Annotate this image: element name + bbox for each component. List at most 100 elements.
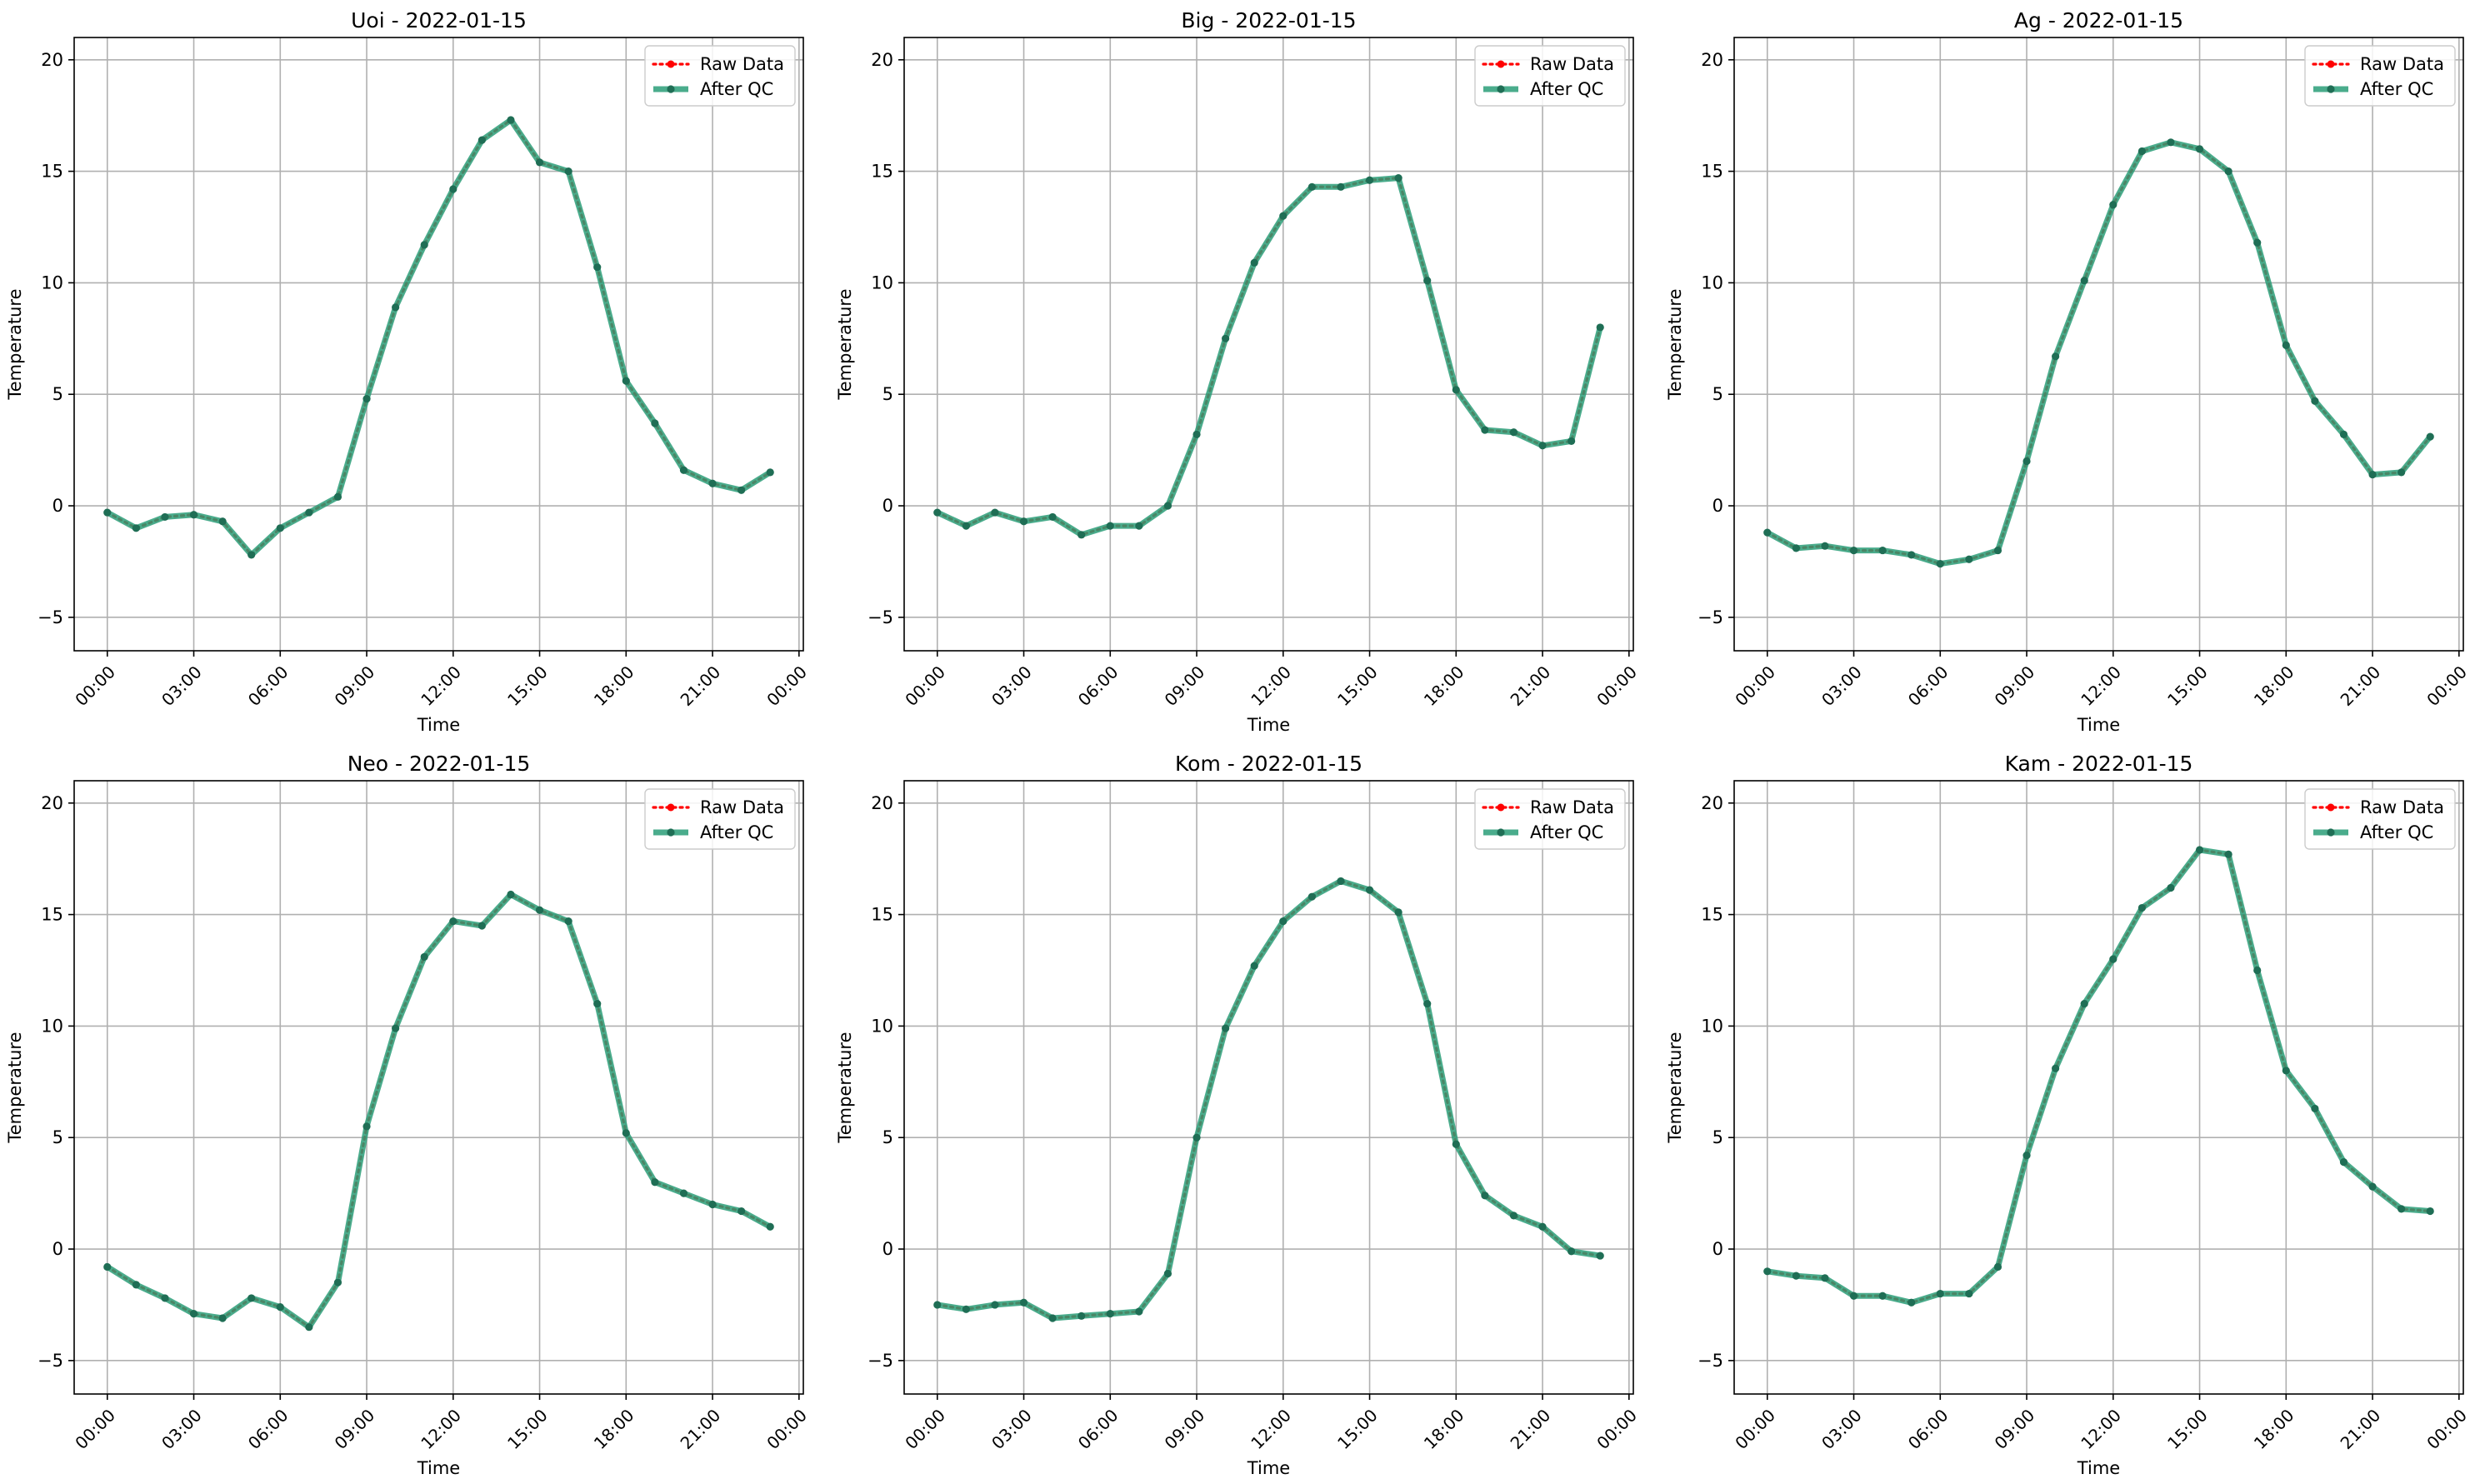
after-qc-point [1993, 1262, 2002, 1272]
y-tick-label: 5 [52, 384, 63, 404]
after-qc-point [766, 1222, 774, 1231]
x-tick-label: 06:00 [1904, 1405, 1952, 1453]
legend-qc-label: After QC [1530, 79, 1603, 99]
after-qc-point [1965, 555, 1973, 563]
after-qc-point [593, 263, 602, 272]
after-qc-point [2022, 457, 2031, 466]
y-axis-label: Temperature [5, 1032, 25, 1143]
after-qc-point [507, 116, 515, 124]
after-qc-point [1452, 1140, 1460, 1148]
x-tick-label: 03:00 [988, 662, 1036, 710]
panel-4: 00:00 03:00 06:00 09:00 12:00 15:00 18:00 21:00… [5, 752, 811, 1478]
after-qc-point [991, 1301, 999, 1309]
x-tick-label: 03:00 [158, 662, 206, 710]
after-qc-line [1764, 847, 2433, 1306]
axes-frame [903, 780, 1634, 1395]
after-qc-point [991, 508, 999, 517]
after-qc-point [1250, 962, 1258, 970]
x-tick-label: 00:00 [71, 662, 119, 710]
y-tick-label: 0 [1712, 496, 1723, 516]
after-qc-point [1135, 1307, 1143, 1316]
after-qc-line [934, 175, 1603, 538]
after-qc-point [1452, 386, 1460, 394]
x-axis-label: Time [2077, 715, 2120, 735]
y-tick-label: −5 [38, 1351, 63, 1371]
after-qc-point [2282, 341, 2290, 349]
x-tick-label: 00:00 [901, 1405, 949, 1453]
after-qc-point [362, 394, 371, 403]
after-qc-point [392, 1024, 400, 1032]
after-qc-point [1048, 512, 1057, 522]
y-axis-label: Temperature [5, 288, 25, 400]
legend-qc-label: After QC [2360, 79, 2433, 99]
after-qc-point [766, 468, 774, 477]
legend-qc-label: After QC [2360, 822, 2433, 842]
after-qc-point [1394, 174, 1402, 182]
y-tick-label: −5 [1698, 1351, 1723, 1371]
after-qc-point [2080, 1000, 2088, 1008]
x-axis-label: Time [417, 715, 460, 735]
after-qc-line [104, 892, 773, 1331]
legend-qc-marker [2327, 828, 2335, 837]
after-qc-point [1568, 437, 1576, 446]
x-tick-label: 00:00 [1731, 662, 1779, 710]
after-qc-point [593, 1000, 602, 1008]
after-qc-point [2080, 277, 2088, 285]
x-tick-label: 00:00 [2422, 1405, 2471, 1453]
x-tick-label: 21:00 [1507, 662, 1555, 710]
legend-raw-label: Raw Data [700, 54, 784, 74]
after-qc-point [2311, 1104, 2319, 1113]
x-tick-label: 03:00 [988, 1405, 1036, 1453]
after-qc-point [1423, 1000, 1432, 1008]
after-qc-point [1596, 323, 1604, 332]
after-qc-point [1135, 522, 1143, 530]
raw-data-line [106, 117, 772, 557]
after-qc-point [478, 922, 486, 930]
after-qc-point [1763, 528, 1772, 537]
after-qc-point [1849, 546, 1858, 555]
legend: Raw Data After QC [644, 788, 796, 850]
y-tick-label: 20 [1701, 793, 1723, 813]
after-qc-point [2282, 1067, 2290, 1075]
after-qc-point [962, 1305, 970, 1313]
y-tick-label: 15 [1701, 162, 1723, 182]
after-qc-point [132, 524, 140, 532]
after-qc-point [2138, 147, 2146, 156]
chart-title: Kom - 2022-01-15 [1175, 752, 1362, 776]
after-qc-point [2398, 468, 2406, 477]
x-tick-label: 15:00 [2163, 1405, 2212, 1453]
y-tick-label: 5 [52, 1127, 63, 1147]
y-tick-label: 5 [1712, 1127, 1723, 1147]
after-qc-point [2167, 883, 2175, 892]
y-tick-label: 10 [41, 272, 63, 292]
after-qc-point [564, 167, 572, 176]
axes-frame [73, 780, 804, 1395]
y-tick-label: 0 [52, 496, 63, 516]
after-qc-point [1423, 277, 1432, 285]
after-qc-point [2195, 145, 2204, 153]
panel-5: 00:00 03:00 06:00 09:00 12:00 15:00 18:00 21:00… [835, 752, 1641, 1478]
y-tick-label: 20 [871, 50, 893, 70]
legend-raw-label: Raw Data [2360, 54, 2444, 74]
y-tick-label: 15 [871, 905, 893, 925]
y-tick-label: −5 [1698, 607, 1723, 627]
after-qc-point [1849, 1292, 1858, 1300]
after-qc-point [1192, 1133, 1201, 1142]
after-qc-point [738, 486, 746, 494]
after-qc-point [708, 479, 717, 487]
after-qc-point [1965, 1289, 1973, 1298]
x-tick-label: 18:00 [590, 1405, 638, 1453]
after-qc-point [1048, 1314, 1057, 1322]
chart-title: Ag - 2022-01-15 [2014, 8, 2183, 32]
after-qc-point [305, 1323, 313, 1332]
legend: Raw Data After QC [2304, 788, 2456, 850]
after-qc-point [276, 1303, 284, 1312]
x-tick-label: 00:00 [2422, 662, 2471, 710]
legend-raw-marker [667, 60, 675, 68]
panel-6: 00:00 03:00 06:00 09:00 12:00 15:00 18:00 21:00… [1665, 752, 2471, 1478]
x-tick-label: 00:00 [1731, 1405, 1779, 1453]
after-qc-point [1792, 544, 1800, 552]
after-qc-point [535, 158, 544, 167]
after-qc-point [2195, 846, 2204, 854]
after-qc-point [449, 185, 458, 193]
